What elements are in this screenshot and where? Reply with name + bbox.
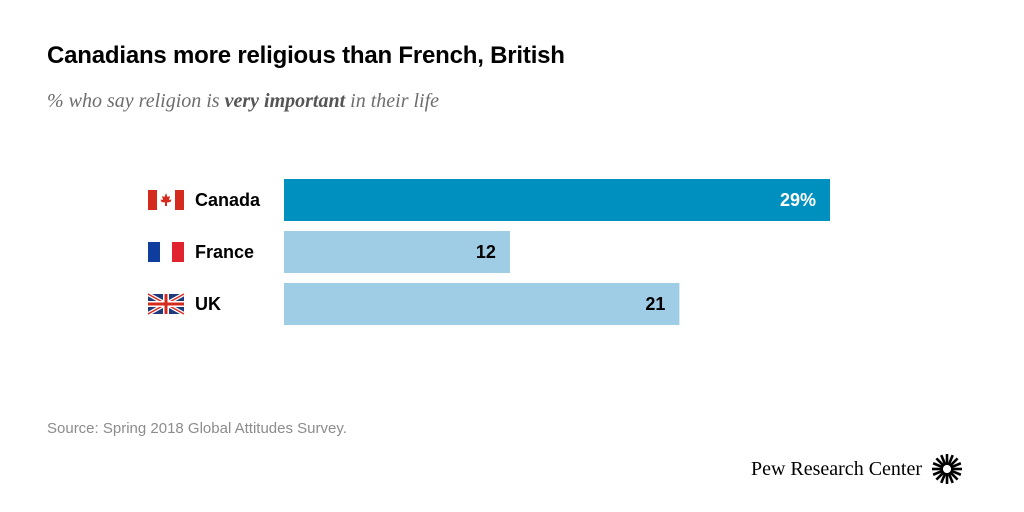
sunburst-ray (948, 457, 959, 468)
chart-subtitle: % who say religion is very important in … (47, 90, 439, 113)
maple-leaf (160, 193, 172, 206)
bar-canada (284, 179, 830, 221)
subtitle-emphasis: very important (224, 90, 346, 112)
sunburst-ray (950, 462, 962, 469)
subtitle-suffix: in their life (345, 90, 440, 112)
flag-band (160, 242, 172, 262)
subtitle-prefix: % who say religion is (47, 90, 225, 112)
sunburst-ray (935, 470, 946, 481)
brand-name: Pew Research Center (750, 457, 922, 480)
bar-uk (284, 283, 680, 325)
flag-band (175, 190, 184, 210)
sunburst-ray (932, 469, 944, 476)
chart-title: Canadians more religious than French, Br… (47, 42, 565, 69)
sunburst-ray (940, 472, 947, 484)
sunburst-ray (947, 454, 954, 466)
uk-flag-icon (147, 292, 185, 316)
brand: Pew Research Center (751, 452, 964, 486)
sunburst-ray (948, 470, 959, 481)
sunburst-ray (940, 454, 947, 466)
category-label-canada: Canada (195, 190, 261, 210)
flag-band (148, 242, 160, 262)
value-label-uk: 21 (645, 294, 665, 314)
value-label-canada: 29% (780, 190, 816, 210)
sunburst-ray (932, 462, 944, 469)
source-note: Source: Spring 2018 Global Attitudes Sur… (47, 420, 347, 437)
bar-france (284, 231, 510, 273)
france-flag-icon (148, 242, 184, 262)
flag-band (172, 242, 184, 262)
canada-flag-icon (148, 190, 184, 210)
value-label-france: 12 (476, 242, 496, 262)
flag-band (148, 190, 157, 210)
sunburst-ray (947, 472, 954, 484)
category-label-france: France (195, 242, 254, 262)
category-label-uk: UK (195, 294, 221, 314)
sunburst-ray (935, 457, 946, 468)
flag-cross (148, 294, 184, 314)
pew-sunburst-icon (932, 454, 962, 484)
sunburst-ray (950, 469, 962, 476)
